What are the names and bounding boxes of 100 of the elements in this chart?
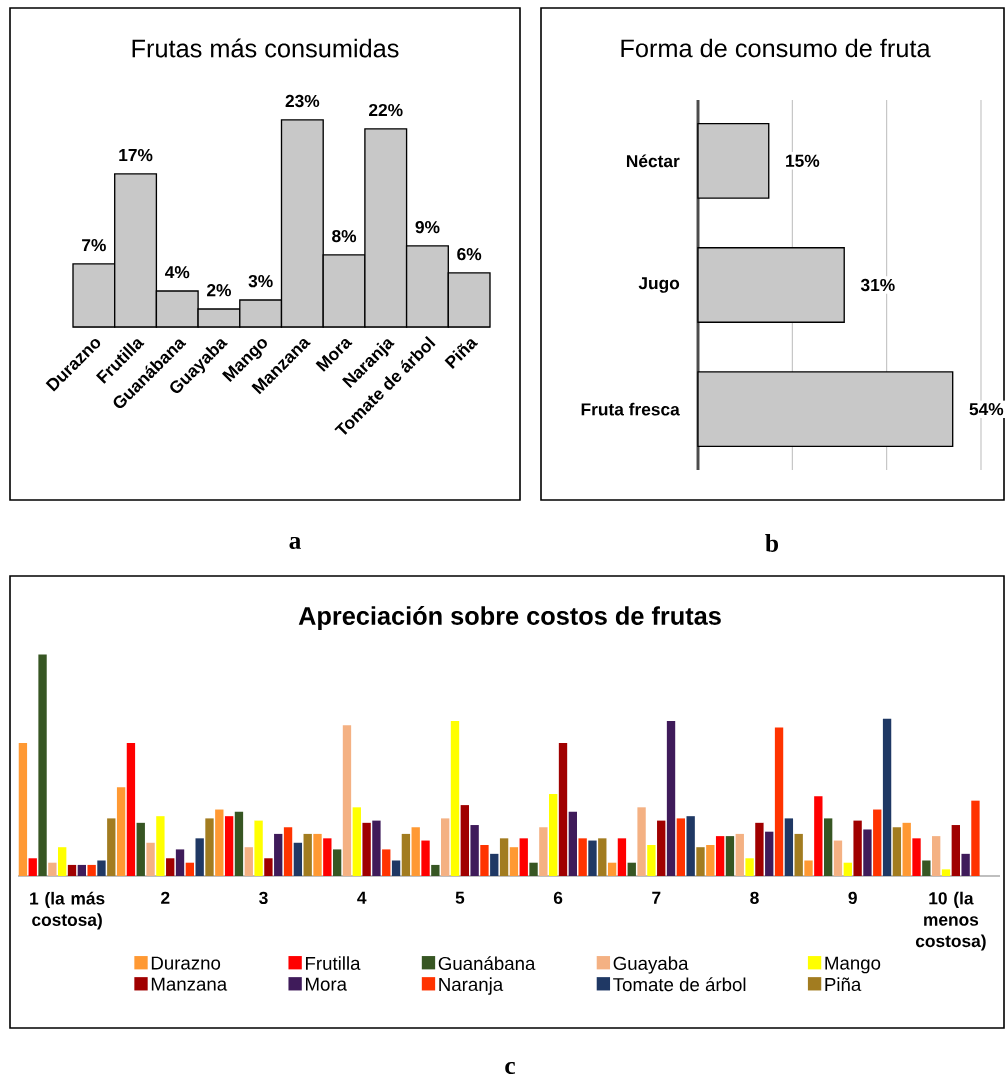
bar	[705, 844, 715, 876]
bar	[892, 827, 901, 876]
bar	[696, 847, 705, 876]
bar	[254, 820, 263, 876]
x-tick-label: 8	[750, 891, 759, 904]
chart-title: Forma de consumo de fruta	[621, 38, 931, 58]
y-tick-label: Jugo	[638, 277, 679, 293]
data-label: 2%	[206, 284, 231, 297]
bar	[342, 725, 351, 876]
data-label: 22%	[368, 103, 403, 117]
bar	[764, 831, 774, 876]
bar	[332, 849, 342, 876]
bar	[558, 743, 568, 876]
x-tick-label: 1 (la más costosa)	[29, 891, 105, 930]
legend-label: Guanábana	[438, 956, 536, 971]
bar	[303, 833, 312, 876]
bar	[529, 862, 538, 876]
y-tick-label: Néctar	[626, 154, 680, 168]
bar	[440, 818, 450, 876]
bar	[794, 833, 803, 876]
data-label: 17%	[119, 148, 153, 162]
x-tick-label: 4	[356, 891, 367, 904]
bar	[116, 787, 126, 876]
bar	[67, 864, 77, 876]
legend-label: Frutilla	[305, 956, 361, 970]
text: a	[289, 536, 301, 550]
chart-title: Apreciación sobre costos de frutas	[298, 606, 721, 630]
bar	[421, 840, 430, 876]
bar	[264, 858, 273, 876]
bar	[411, 827, 420, 876]
data-label: 23%	[285, 94, 320, 108]
legend-label: Naranja	[439, 977, 504, 995]
bar	[77, 864, 86, 876]
bar	[823, 818, 833, 876]
bar	[804, 860, 813, 876]
data-label: 15%	[785, 154, 820, 167]
data-label: 7%	[81, 239, 106, 252]
legend-label: Tomate de árbol	[612, 977, 746, 992]
bar	[185, 862, 194, 876]
bar	[126, 743, 135, 876]
bar	[146, 842, 155, 876]
data-label: 4%	[164, 266, 190, 279]
bar	[480, 844, 489, 876]
bar	[676, 818, 685, 876]
bar	[863, 829, 872, 876]
bar	[843, 862, 852, 876]
data-label: 9%	[415, 220, 440, 234]
bar	[971, 800, 980, 876]
bar	[597, 838, 607, 876]
bar	[922, 860, 931, 876]
bar	[205, 818, 214, 876]
bar	[912, 838, 921, 876]
bar	[97, 860, 106, 876]
bar	[234, 811, 243, 876]
bar	[401, 833, 410, 876]
bar	[656, 820, 666, 876]
y-tick-label: Fruta fresca	[581, 402, 680, 416]
bar	[136, 822, 145, 876]
x-tick-label: 6	[553, 891, 563, 904]
legend-label: Mora	[305, 977, 347, 991]
bar	[882, 718, 892, 876]
bar	[725, 836, 734, 876]
bar	[165, 858, 175, 876]
bar	[214, 809, 224, 876]
bar	[489, 853, 499, 876]
bar	[872, 809, 882, 876]
bar	[784, 818, 793, 876]
bar	[273, 833, 283, 876]
legend-label: Manzana	[151, 977, 227, 991]
bar	[372, 820, 381, 876]
data-label: 8%	[331, 229, 356, 243]
bar	[588, 840, 597, 876]
bar	[627, 862, 636, 876]
bar	[715, 836, 725, 876]
x-tick-label: 3	[258, 891, 268, 905]
bar	[833, 840, 842, 876]
legend-label: Mango	[825, 956, 881, 974]
bar	[548, 794, 558, 876]
bar	[323, 838, 332, 876]
data-label: 3%	[248, 274, 273, 288]
bar	[87, 864, 96, 876]
bar	[755, 822, 764, 876]
bar	[509, 847, 518, 876]
text: c	[505, 1061, 515, 1075]
bar	[57, 847, 67, 876]
bar	[686, 816, 695, 876]
x-tick-label: 5	[455, 891, 465, 904]
bar	[499, 838, 509, 876]
bar	[774, 727, 784, 876]
bar	[814, 796, 823, 876]
data-label: 31%	[860, 278, 895, 292]
bar	[244, 847, 253, 876]
bar	[28, 858, 37, 876]
text: b	[765, 534, 778, 552]
legend-label: Durazno	[151, 956, 220, 970]
bar	[647, 844, 656, 876]
bar	[450, 720, 460, 876]
bar	[853, 820, 862, 876]
x-tick-label: 2	[160, 891, 170, 904]
bar	[18, 743, 27, 876]
